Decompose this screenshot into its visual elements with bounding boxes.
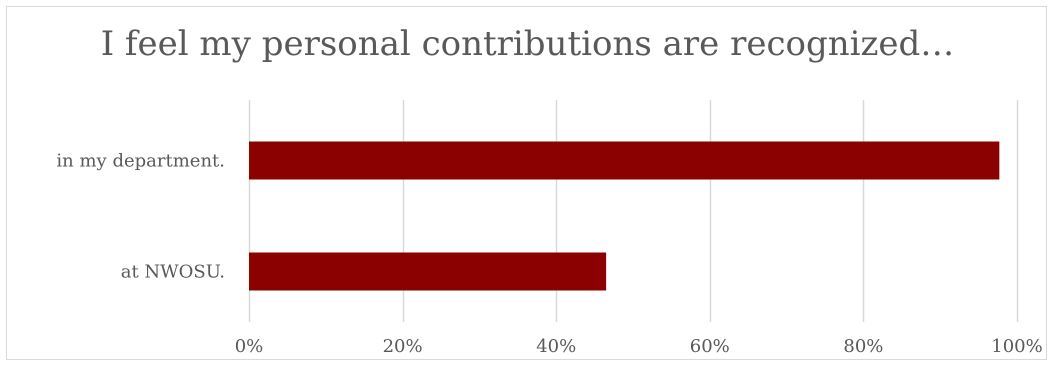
x-tick-label: 100% (991, 336, 1042, 357)
bars (249, 141, 1000, 291)
x-tick-label: 20% (383, 336, 423, 357)
chart-area (6, 6, 1047, 360)
x-tick-label: 40% (536, 336, 576, 357)
category-labels: in my department. at NWOSU. (56, 151, 225, 283)
bar (249, 141, 1000, 180)
bar (249, 252, 607, 291)
category-label: in my department. (56, 151, 225, 172)
x-tick-label: 60% (690, 336, 730, 357)
x-tick-labels: 0% 20% 40% 60% 80% 100% (235, 336, 1043, 357)
x-tick-label: 80% (843, 336, 883, 357)
x-tick-label: 0% (235, 336, 264, 357)
category-label: at NWOSU. (121, 262, 225, 283)
chart-title: I feel my personal contributions are rec… (100, 24, 955, 64)
